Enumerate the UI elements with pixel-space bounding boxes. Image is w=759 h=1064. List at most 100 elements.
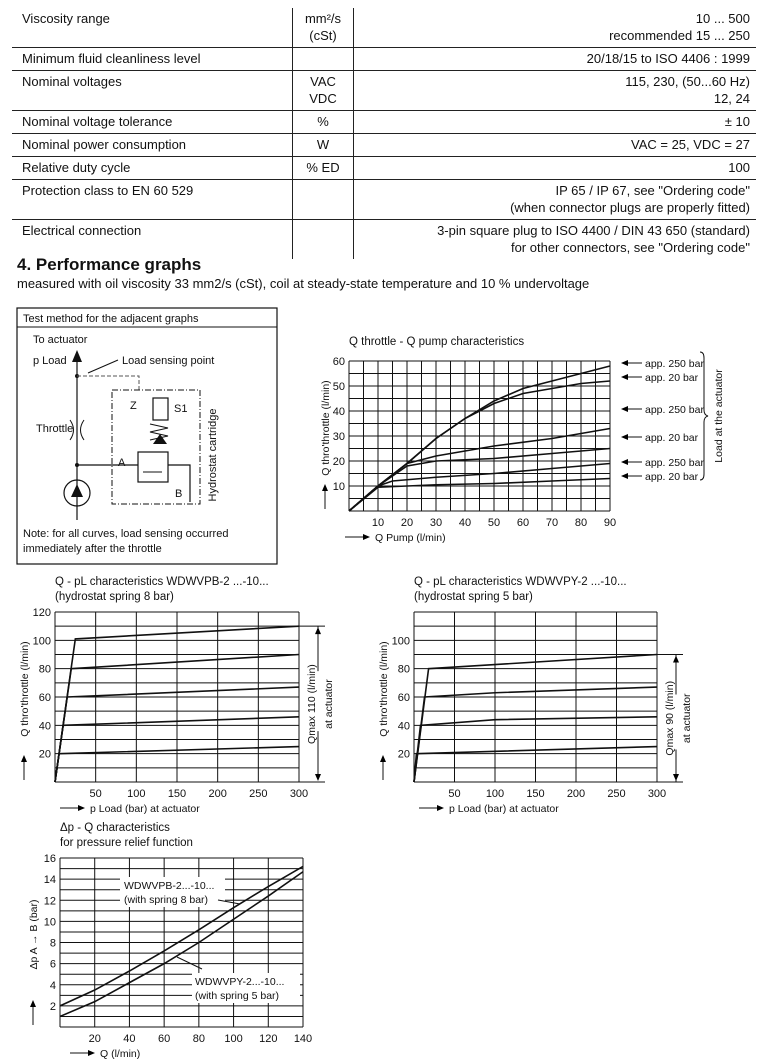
- unit-cell-line: (cSt): [309, 28, 337, 43]
- y-tick-label: 60: [333, 356, 345, 368]
- chart-1: 10 20 30 40 50 60 70 80 90 10 20 30 40 50 60 Q throttle…: [320, 336, 725, 544]
- label: A: [118, 457, 126, 469]
- series-label: (with spring 8 bar): [124, 894, 208, 906]
- x-axis-label: p Load (bar) at actuator: [449, 803, 559, 815]
- y-axis-label: Q thro'throttle (l/min): [320, 380, 332, 475]
- y-tick-label: 120: [33, 607, 51, 619]
- x-tick-label: 50: [448, 788, 460, 800]
- label-background: [192, 973, 300, 1003]
- flow-line: [77, 464, 191, 502]
- value-cell-line: recommended 15 ... 250: [609, 28, 750, 43]
- chart-title: (hydrostat spring 8 bar): [55, 591, 174, 603]
- unit-cell-line: mm²/s: [304, 11, 342, 26]
- y-axis-label: Δp A → B (bar): [28, 899, 40, 969]
- label: B: [175, 488, 182, 500]
- x-tick-label: 80: [193, 1033, 205, 1045]
- series-line: [413, 745, 658, 783]
- bracket-label: Load at the actuator: [713, 369, 725, 463]
- leader-line: [176, 956, 203, 970]
- chart-2: 50 100 150 200 250 300 20 40 60 80 100 120 Q - pL ch…: [19, 576, 335, 815]
- cartridge-outline: [111, 389, 201, 505]
- y-tick-label: 80: [398, 664, 410, 676]
- x-axis-label: Q (l/min): [100, 1048, 140, 1060]
- unit-cell: [292, 179, 354, 220]
- series-line: [59, 865, 304, 1007]
- series-line: [54, 745, 300, 783]
- value-cell-line: 3-pin square plug to ISO 4400 / DIN 43 6…: [437, 223, 750, 238]
- value-cell-line: VAC = 25, VDC = 27: [631, 137, 750, 152]
- chart-3: 50 100 150 200 250 300 20 40 60 80 100 Q - pL chara…: [378, 576, 693, 815]
- y-tick-label: 10: [333, 481, 345, 493]
- unit-cell: [292, 219, 354, 259]
- annotation-label: at actuator: [323, 679, 335, 729]
- chart-4: 20 40 60 80 100 120 140 2 4 6 8 10 12 14 16 Δp - Q char…: [28, 822, 312, 1060]
- y-tick-label: 20: [333, 456, 345, 468]
- chart-title: for pressure relief function: [60, 837, 193, 849]
- spec-row: Electrical connection 3-pin square plug …: [12, 219, 757, 260]
- unit-cell: W: [292, 133, 354, 157]
- junction: [75, 463, 79, 467]
- x-axis-label: p Load (bar) at actuator: [90, 803, 200, 815]
- x-tick-label: 120: [259, 1033, 277, 1045]
- x-tick-label: 30: [430, 517, 442, 529]
- param-name: Nominal voltages: [12, 70, 293, 111]
- label-arrowhead-icon: [621, 374, 628, 380]
- value-cell-line: 20/18/15 to ISO 4406 : 1999: [586, 51, 750, 66]
- value-cell-line: IP 65 / IP 67, see "Ordering code": [555, 183, 750, 198]
- y-axis-arrowhead-icon: [21, 755, 27, 762]
- x-axis-arrowhead-icon: [88, 1050, 95, 1056]
- x-tick-label: 100: [127, 788, 145, 800]
- solenoid-icon: [152, 397, 169, 421]
- y-tick-label: 10: [44, 916, 56, 928]
- series-line: [348, 462, 611, 512]
- series-label: app. 250 bar: [645, 358, 704, 370]
- series-line: [59, 871, 304, 1018]
- series-label: app. 20 bar: [645, 471, 699, 483]
- y-tick-label: 4: [50, 980, 56, 992]
- y-axis-label: Q thro'throttle (l/min): [19, 641, 31, 736]
- y-tick-label: 14: [44, 874, 56, 886]
- series-label: WDWVPB-2...-10...: [124, 880, 214, 892]
- x-tick-label: 60: [517, 517, 529, 529]
- x-tick-label: 140: [294, 1033, 312, 1045]
- y-tick-label: 40: [398, 720, 410, 732]
- unit-cell-line: VDC: [309, 91, 337, 106]
- x-tick-label: 80: [575, 517, 587, 529]
- param-name: Viscosity range: [12, 8, 293, 48]
- series-label: app. 250 bar: [645, 457, 704, 469]
- param-name: Minimum fluid cleanliness level: [12, 47, 293, 71]
- value-cell-line: for other connectors, see "Ordering code…: [510, 240, 750, 255]
- spec-row: Viscosity range mm²/s (cSt) 10 ... 500 recom…: [12, 8, 756, 48]
- valve-body: [137, 451, 169, 483]
- y-tick-label: 60: [398, 692, 410, 704]
- unit-cell-line: VAC: [310, 74, 336, 89]
- label: S1: [174, 403, 187, 415]
- spec-row: Nominal voltages VAC VDC 115, 230, (50...60…: [12, 70, 756, 111]
- arrow-down-icon: [673, 774, 679, 781]
- x-tick-label: 100: [224, 1033, 242, 1045]
- unit-cell: %: [292, 110, 354, 134]
- arrow-up-icon: [315, 627, 321, 635]
- annotation-label: Qmax 90 (l/min): [664, 681, 676, 756]
- x-axis-arrowhead-icon: [363, 534, 370, 540]
- unit-cell-line: W: [316, 137, 330, 152]
- value-cell-line: ± 10: [724, 114, 750, 129]
- value-cell: 3-pin square plug to ISO 4400 / DIN 43 6…: [354, 220, 757, 260]
- label: Throttle: [36, 423, 73, 435]
- y-tick-label: 20: [39, 749, 51, 761]
- x-tick-label: 20: [89, 1033, 101, 1045]
- param-name: Protection class to EN 60 529: [12, 179, 293, 220]
- x-tick-label: 250: [607, 788, 625, 800]
- annotation-label: Qmax 110 (l/min): [306, 664, 318, 744]
- annotation-label: at actuator: [681, 693, 693, 743]
- param-name: Nominal voltage tolerance: [12, 110, 293, 134]
- leader-line: [87, 359, 119, 374]
- pump-icon: [63, 479, 91, 507]
- x-axis-arrowhead-icon: [78, 805, 85, 811]
- label: Load sensing point: [122, 355, 214, 367]
- section-heading: 4. Performance graphs: [17, 255, 202, 274]
- test-method-title: Test method for the adjacent graphs: [23, 313, 199, 325]
- value-cell-line: 115, 230, (50...60 Hz): [625, 74, 750, 89]
- x-axis-arrowhead-icon: [437, 805, 444, 811]
- arrow-up-icon: [673, 655, 679, 663]
